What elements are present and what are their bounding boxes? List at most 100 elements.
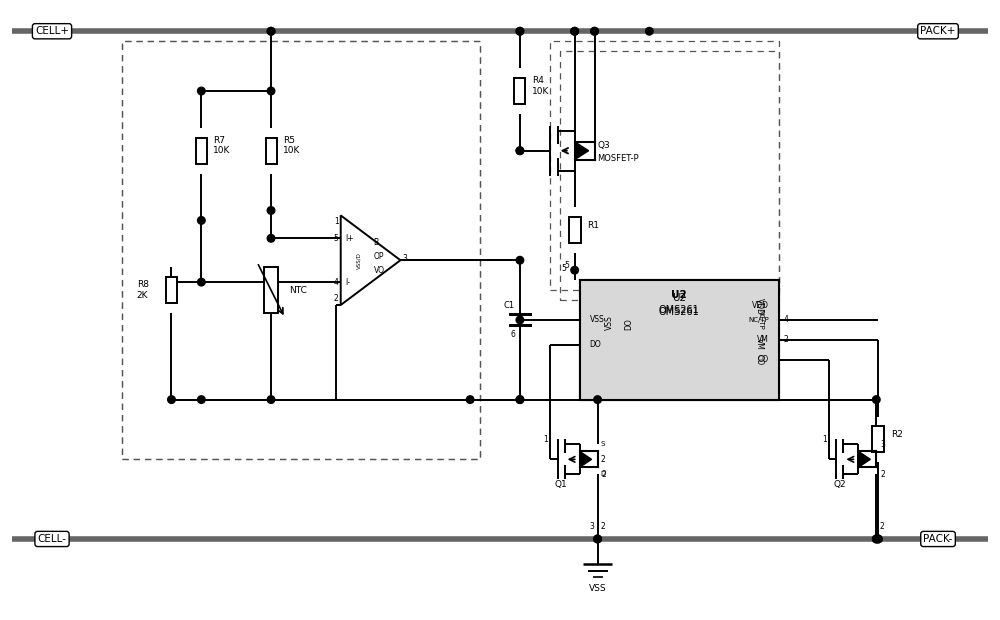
Bar (266, 138, 277, 164)
Text: R5
10K: R5 10K (283, 136, 300, 156)
Text: 5: 5 (562, 264, 567, 273)
Circle shape (873, 396, 880, 404)
Circle shape (516, 27, 524, 35)
Text: 2: 2 (784, 335, 788, 344)
Circle shape (267, 27, 275, 35)
Circle shape (594, 396, 601, 404)
Circle shape (267, 27, 275, 35)
Text: 2: 2 (601, 522, 605, 531)
Text: 2: 2 (334, 294, 339, 303)
Text: DO: DO (590, 340, 601, 349)
Text: R1: R1 (588, 221, 600, 230)
Text: I-: I- (346, 278, 351, 286)
Circle shape (267, 234, 275, 242)
Bar (580, 280, 779, 400)
Text: R4
10K: R4 10K (532, 76, 549, 95)
Circle shape (516, 27, 524, 35)
Text: R2: R2 (891, 430, 903, 439)
Text: MOSFET-P: MOSFET-P (598, 154, 639, 163)
Circle shape (594, 535, 601, 542)
Text: 5: 5 (334, 234, 339, 243)
Text: 2: 2 (601, 455, 605, 464)
Bar (560, 51, 779, 300)
Bar (550, 41, 779, 290)
Text: 2: 2 (602, 470, 606, 479)
Circle shape (571, 27, 578, 35)
Circle shape (875, 535, 882, 542)
Text: Q1: Q1 (555, 480, 568, 489)
Text: CELL-: CELL- (38, 534, 67, 544)
Circle shape (516, 396, 524, 404)
Text: OMS261: OMS261 (659, 307, 700, 317)
Text: 2: 2 (880, 470, 885, 479)
Text: PACK-: PACK- (923, 534, 953, 544)
Circle shape (571, 27, 578, 35)
Circle shape (198, 278, 205, 286)
Circle shape (198, 216, 205, 224)
Text: 1: 1 (822, 435, 827, 444)
Text: VO: VO (374, 266, 385, 275)
Circle shape (873, 535, 880, 542)
Text: CO: CO (755, 353, 764, 365)
Circle shape (594, 535, 601, 542)
Text: Q3: Q3 (598, 141, 610, 150)
Circle shape (267, 87, 275, 95)
Bar (122, 41, 480, 459)
Circle shape (571, 267, 578, 274)
Text: S: S (601, 441, 605, 448)
Text: 3: 3 (590, 522, 595, 531)
Text: VM: VM (755, 338, 764, 350)
Text: CELL+: CELL+ (35, 26, 69, 36)
Bar (580, 280, 779, 400)
Text: NTC: NTC (289, 286, 307, 294)
Text: R8
2K: R8 2K (137, 280, 149, 300)
Text: CO: CO (758, 355, 769, 365)
Text: NC/TP: NC/TP (758, 309, 764, 330)
Text: PACK+: PACK+ (920, 26, 956, 36)
Circle shape (591, 27, 598, 35)
Circle shape (516, 396, 524, 404)
Text: 1: 1 (543, 435, 548, 444)
Circle shape (267, 206, 275, 215)
Text: 6: 6 (510, 330, 515, 339)
Circle shape (875, 535, 882, 542)
Text: 2: 2 (879, 522, 884, 531)
Circle shape (198, 87, 205, 95)
Text: NC/TP: NC/TP (748, 317, 769, 323)
Text: 3: 3 (880, 440, 885, 449)
Circle shape (466, 396, 474, 404)
Text: 4: 4 (784, 316, 789, 324)
Bar (196, 138, 207, 164)
Text: B: B (374, 238, 379, 247)
Bar (166, 277, 177, 303)
Bar (514, 78, 525, 104)
Polygon shape (580, 451, 592, 467)
Circle shape (873, 535, 880, 542)
Circle shape (516, 147, 524, 154)
Text: VSS: VSS (590, 316, 604, 324)
Text: VSS: VSS (605, 315, 614, 330)
Text: VSS/D: VSS/D (356, 252, 361, 268)
Bar (264, 267, 278, 313)
Text: VDD: VDD (752, 301, 769, 309)
Text: OP: OP (374, 252, 384, 261)
Text: VSS: VSS (589, 584, 606, 593)
Circle shape (198, 396, 205, 404)
Text: 1: 1 (334, 218, 339, 226)
Text: 3: 3 (402, 254, 407, 263)
Circle shape (168, 396, 175, 404)
Circle shape (516, 316, 524, 324)
Text: I+: I+ (346, 234, 354, 243)
Text: U2: U2 (671, 290, 687, 300)
Circle shape (646, 27, 653, 35)
Text: C1: C1 (504, 301, 515, 309)
Bar (569, 218, 581, 243)
Text: VDD: VDD (755, 298, 764, 315)
Text: 4: 4 (334, 278, 339, 286)
Bar (872, 427, 884, 453)
Polygon shape (858, 451, 870, 467)
Circle shape (516, 257, 524, 264)
Circle shape (267, 396, 275, 404)
Text: DO: DO (624, 318, 633, 330)
Text: Q2: Q2 (833, 480, 846, 489)
